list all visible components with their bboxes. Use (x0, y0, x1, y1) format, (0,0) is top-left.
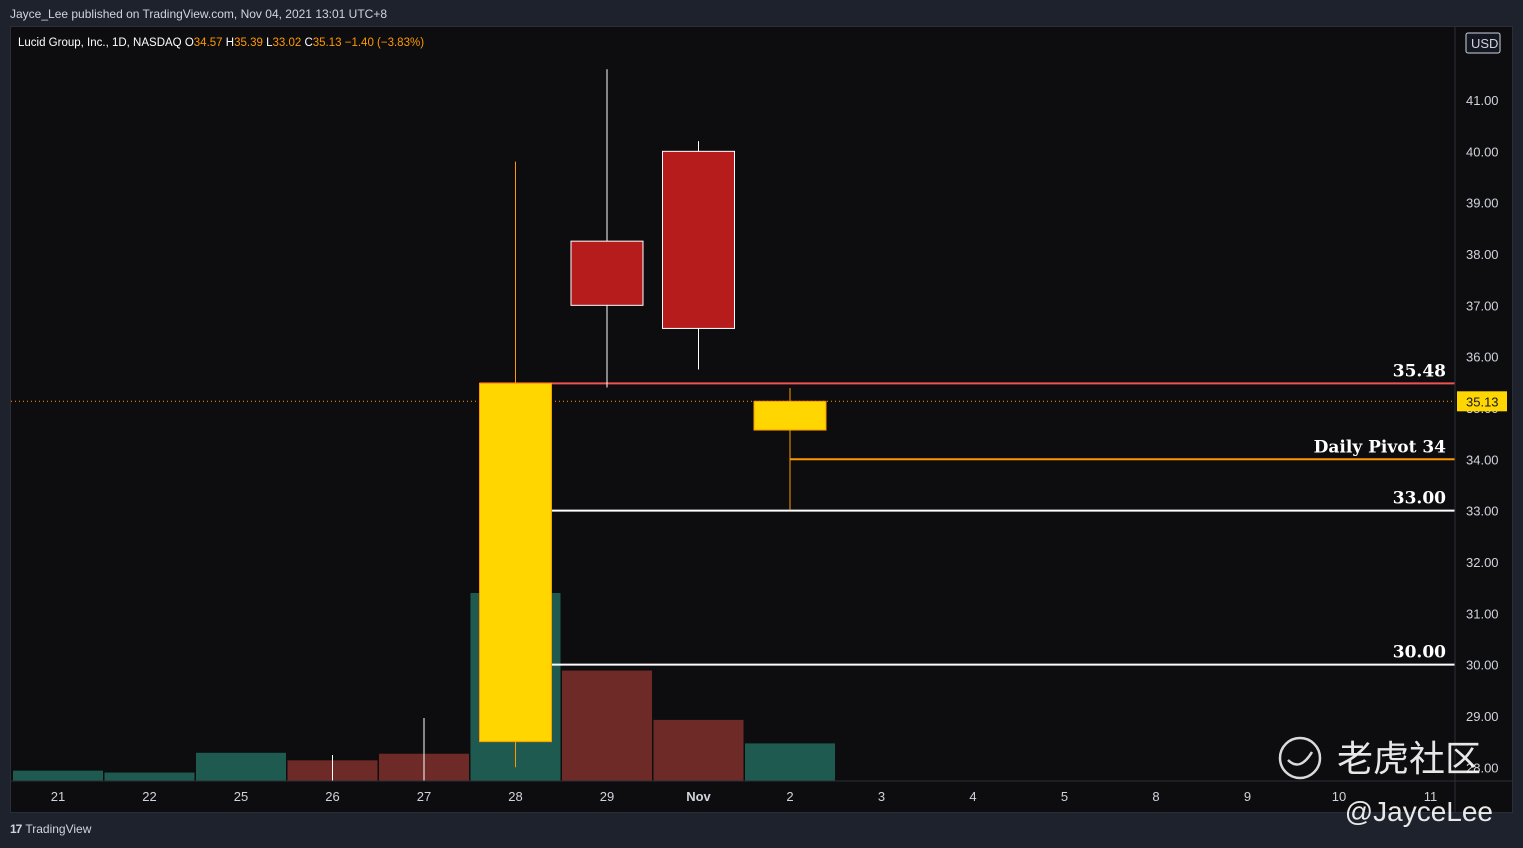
tiger-logo-stripe (1287, 751, 1314, 766)
volume-bar (653, 719, 744, 781)
volume-bar (104, 772, 195, 781)
tradingview-brand[interactable]: 17 TradingView (10, 822, 91, 836)
currency-label: USD (1471, 36, 1498, 51)
level-label: 35.48 (1393, 361, 1446, 381)
candle-body (479, 382, 552, 743)
currency-box (1465, 32, 1501, 54)
volume-bar (196, 752, 286, 781)
level-label: 30.00 (1393, 643, 1446, 663)
x-tick-label: 26 (325, 789, 339, 804)
tradingview-label: TradingView (25, 822, 92, 836)
y-tick-label: 32.00 (1466, 555, 1499, 570)
x-tick-label: 8 (1152, 789, 1159, 804)
y-tick-label: 30.00 (1466, 658, 1499, 673)
x-tick-label: 9 (1244, 789, 1251, 804)
y-tick-label: 38.00 (1466, 247, 1499, 262)
tiger-logo-icon (1278, 736, 1322, 780)
x-tick-label: 29 (600, 789, 614, 804)
y-tick-label: 36.00 (1466, 350, 1499, 365)
x-tick-label: 11 (1424, 789, 1438, 804)
level-label: 33.00 (1393, 489, 1446, 509)
volume-bar (745, 743, 835, 781)
level-label: Daily Pivot 34 (1314, 437, 1447, 457)
last-price-badge (1457, 391, 1507, 412)
y-tick-label: 37.00 (1466, 298, 1499, 313)
x-tick-label: 25 (234, 789, 248, 804)
x-tick-label: 28 (508, 789, 522, 804)
x-tick-label: 22 (142, 789, 156, 804)
axis-layer: 41.0040.0039.0038.0037.0036.0035.0034.00… (11, 27, 1512, 812)
volume-bar (13, 770, 103, 781)
y-tick-label: 41.00 (1466, 93, 1499, 108)
x-tick-label: 4 (969, 789, 976, 804)
level-layer: 35.48 Daily Pivot 34 33.00 30.00 (11, 361, 1455, 666)
candle-layer (332, 69, 827, 781)
y-tick-label: 39.00 (1466, 196, 1499, 211)
watermark-chinese-brand: 老虎社区 (1337, 739, 1481, 780)
candle-body (662, 150, 735, 329)
candle-body (753, 400, 827, 431)
watermark-handle: @JayceLee (1344, 796, 1493, 827)
publish-line: Jayce_Lee published on TradingView.com, … (10, 7, 388, 21)
volume-bar (562, 670, 652, 781)
y-tick-label: 29.00 (1466, 709, 1499, 724)
last-price-label: 35.13 (1466, 394, 1499, 409)
y-tick-label: 28.00 (1466, 760, 1499, 775)
symbol-legend: Lucid Group, Inc., 1D, NASDAQ O34.57 H35… (18, 37, 424, 49)
y-tick-label: 40.00 (1466, 144, 1499, 159)
x-tick-label: 2 (786, 789, 793, 804)
y-tick-label: 33.00 (1466, 504, 1499, 519)
x-tick-label: 3 (878, 789, 885, 804)
y-tick-label: 34.00 (1466, 452, 1499, 467)
x-tick-label: Nov (686, 789, 711, 804)
y-tick-label: 31.00 (1466, 606, 1499, 621)
x-tick-label: 27 (417, 789, 431, 804)
tradingview-logo-icon: 17 (10, 822, 22, 836)
x-tick-label: 21 (51, 789, 65, 804)
x-tick-label: 10 (1332, 789, 1346, 804)
x-tick-label: 5 (1061, 789, 1068, 804)
legend-layer: Lucid Group, Inc., 1D, NASDAQ O34.57 H35… (18, 37, 424, 49)
candle-body (570, 240, 644, 306)
